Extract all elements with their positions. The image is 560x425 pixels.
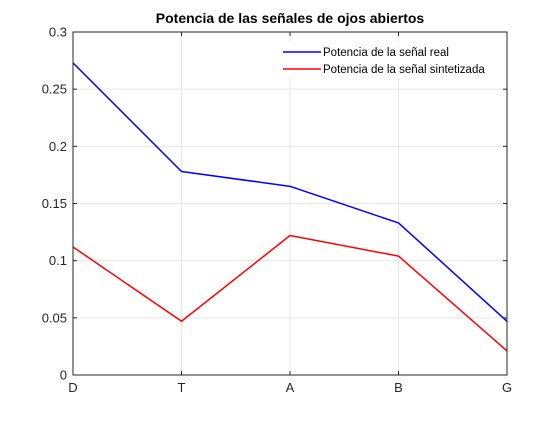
legend-box [278, 42, 497, 78]
y-tick-label: 0.2 [49, 139, 67, 154]
y-tick-label: 0.3 [49, 25, 67, 40]
chart-title: Potencia de las señales de ojos abiertos [156, 10, 425, 26]
legend-label-synth: Potencia de la señal sintetizada [323, 64, 485, 76]
series-line-synth [72, 234, 508, 352]
y-tick-label: 0.1 [49, 253, 67, 268]
axis-ticks: D T A B G 0 0.05 0.1 0.15 0.2 0.25 0.3 [42, 25, 512, 396]
x-tick-label: T [178, 380, 186, 395]
x-tick-label: G [502, 380, 512, 395]
x-tick-label: A [286, 380, 295, 395]
y-tick-label: 0.05 [42, 310, 67, 325]
series-line-real [72, 62, 508, 322]
y-tick-label: 0.25 [42, 82, 67, 97]
x-tick-label: B [394, 380, 403, 395]
legend: Potencia de la señal real Potencia de la… [278, 42, 497, 78]
x-tick-label: D [68, 380, 77, 395]
legend-label-real: Potencia de la señal real [323, 47, 449, 59]
y-tick-label: 0 [60, 368, 67, 383]
grid-lines [73, 32, 507, 375]
y-tick-label: 0.15 [42, 196, 67, 211]
series-layer [72, 62, 508, 352]
